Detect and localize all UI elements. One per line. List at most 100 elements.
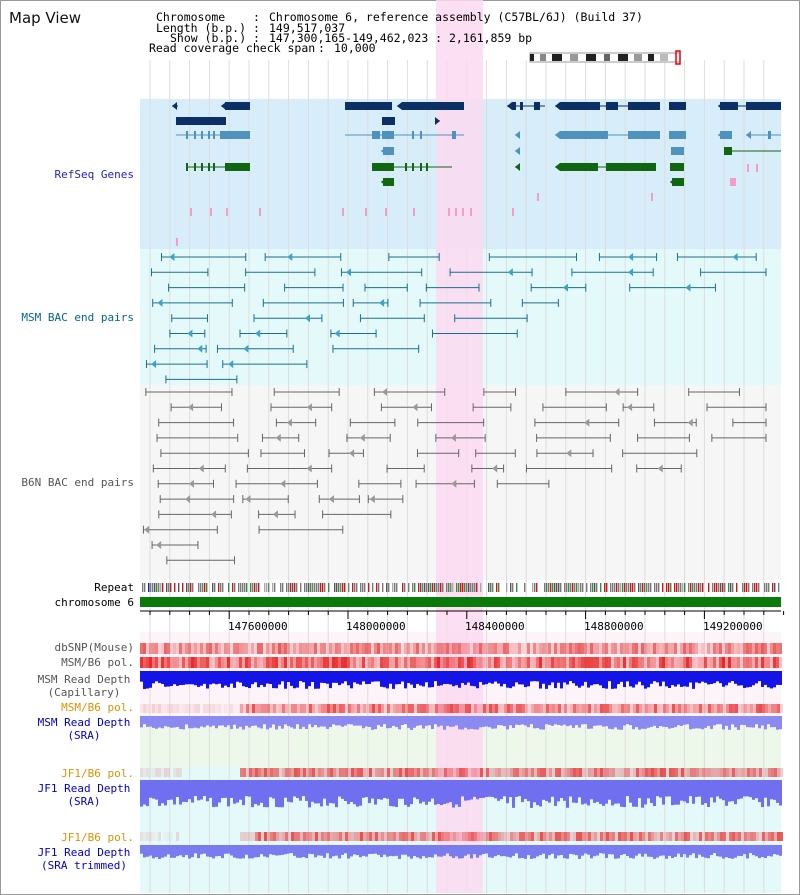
heat-cell <box>230 657 233 668</box>
bac-arrow <box>211 510 217 519</box>
track-label-msm-bac[interactable]: MSM BAC end pairs <box>21 311 134 324</box>
heat-cell <box>288 704 291 713</box>
heat-cell <box>270 704 273 713</box>
depth-bar <box>155 845 158 858</box>
heat-cell <box>680 643 683 654</box>
depth-bar <box>293 780 296 797</box>
bac-arrow <box>198 464 204 473</box>
pink-feature <box>756 164 758 172</box>
depth-bar <box>578 671 581 688</box>
heat-cell <box>747 704 750 713</box>
heat-cell <box>332 643 335 654</box>
depth-bar <box>323 845 326 858</box>
heat-cell <box>509 643 512 654</box>
heat-cell <box>164 832 167 841</box>
heat-cell <box>251 657 254 668</box>
heat-cell <box>410 657 413 668</box>
depth-bar <box>518 780 521 797</box>
depth-bar <box>452 671 455 687</box>
heat-cell <box>311 657 314 668</box>
depth-bar <box>665 845 668 859</box>
track-label-b6n-bac[interactable]: B6N BAC end pairs <box>21 476 134 489</box>
depth-bar <box>734 845 737 858</box>
repeat-mark <box>160 583 162 592</box>
heat-cell <box>246 832 249 841</box>
heat-cell <box>303 832 306 841</box>
depth-bar <box>245 845 248 855</box>
depth-bar <box>407 845 410 857</box>
depth-bar <box>560 845 563 856</box>
track-label-refseq[interactable]: RefSeq Genes <box>54 168 134 181</box>
depth-bar <box>740 671 743 686</box>
heat-cell <box>143 643 146 654</box>
depth-bar <box>443 716 446 730</box>
heat-cell <box>774 832 777 841</box>
depth-bar <box>563 671 566 683</box>
depth-bar <box>347 716 350 725</box>
heat-cell <box>414 704 417 713</box>
depth-bar <box>584 671 587 682</box>
heat-cell <box>728 643 731 654</box>
heat-cell <box>261 832 264 841</box>
heat-cell <box>368 657 371 668</box>
heat-cell <box>656 657 659 668</box>
heat-cell <box>519 832 522 841</box>
repeat-mark <box>178 583 180 592</box>
heat-cell <box>318 832 321 841</box>
depth-bar <box>395 780 398 808</box>
depth-bar <box>602 780 605 806</box>
depth-bar <box>338 845 341 859</box>
heat-cell <box>393 768 396 777</box>
heat-cell <box>264 704 267 713</box>
depth-bar <box>326 671 329 684</box>
depth-bar <box>632 671 635 688</box>
heat-cell <box>360 832 363 841</box>
depth-bar <box>233 671 236 688</box>
depth-bar <box>650 716 653 727</box>
depth-bar <box>629 780 632 803</box>
heat-cell <box>665 643 668 654</box>
depth-bar <box>659 671 662 687</box>
depth-bar <box>608 716 611 729</box>
heat-cell <box>512 643 515 654</box>
repeat-mark <box>570 583 572 592</box>
heat-cell <box>726 704 729 713</box>
heat-cell <box>644 643 647 654</box>
heat-cell <box>495 832 498 841</box>
depth-bar <box>221 716 224 726</box>
heat-cell <box>645 832 648 841</box>
gene-exon <box>412 131 414 139</box>
heat-cell <box>290 643 293 654</box>
heat-cell <box>209 704 212 713</box>
heat-cell <box>173 704 176 713</box>
heat-cell <box>335 643 338 654</box>
depth-bar <box>191 780 194 803</box>
depth-bar <box>494 716 497 729</box>
gene-exon <box>560 131 608 139</box>
heat-cell <box>746 657 749 668</box>
heat-cell <box>170 657 173 668</box>
repeat-mark <box>318 583 320 592</box>
heat-cell <box>758 643 761 654</box>
heat-cell <box>257 657 260 668</box>
depth-bar <box>323 780 326 799</box>
heat-cell <box>531 768 534 777</box>
depth-bar <box>545 671 548 689</box>
depth-bar <box>545 716 548 725</box>
heat-cell <box>672 832 675 841</box>
heat-cell <box>152 832 155 841</box>
depth-bar <box>671 671 674 686</box>
repeat-mark <box>732 583 734 592</box>
depth-bar <box>503 671 506 684</box>
heat-cell <box>539 657 542 668</box>
depth-bar <box>590 716 593 729</box>
heat-cell <box>690 704 693 713</box>
depth-bar <box>566 780 569 808</box>
repeat-mark <box>456 583 458 592</box>
depth-bar <box>755 845 758 857</box>
depth-bar <box>776 716 779 730</box>
heat-cell <box>164 657 167 668</box>
depth-bar <box>284 716 287 725</box>
repeat-mark <box>386 583 388 592</box>
